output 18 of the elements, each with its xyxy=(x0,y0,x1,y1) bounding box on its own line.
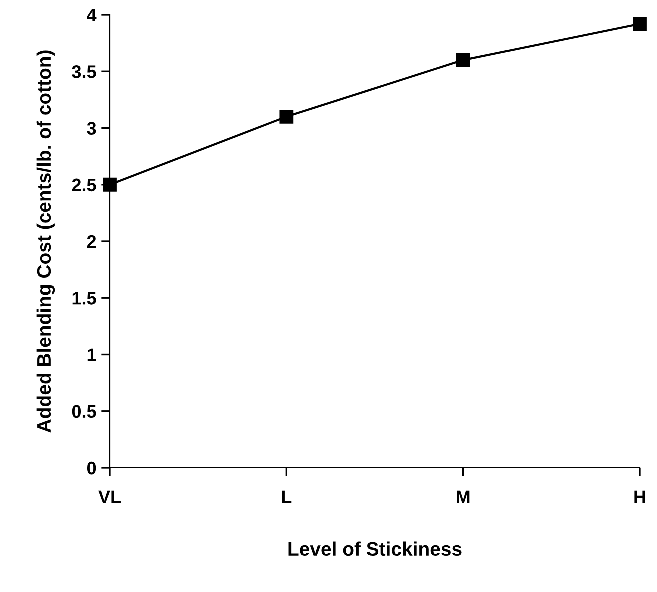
x-axis-title: Level of Stickiness xyxy=(288,542,462,556)
y-tick-label: 4 xyxy=(87,9,97,22)
point xyxy=(633,17,647,32)
x-tick-label: H xyxy=(634,490,646,504)
point xyxy=(456,53,470,68)
y-tick-label: 2 xyxy=(87,235,96,248)
y-tick-label: 0 xyxy=(87,462,96,475)
x-tick-label: L xyxy=(282,490,292,504)
y-tick-label: 0.5 xyxy=(72,405,96,418)
x-tick-label: M xyxy=(457,490,470,504)
y-tick-label: 2.5 xyxy=(72,178,96,192)
point xyxy=(280,110,294,124)
y-tick-label: 1 xyxy=(88,348,96,362)
y-tick-label: 3 xyxy=(87,122,96,135)
y-tick-label: 1.5 xyxy=(72,292,96,305)
y-tick-label: 3.5 xyxy=(72,66,96,78)
x-tick-label: VL xyxy=(98,490,121,504)
y-axis-title: Added Blending Cost (cents/lb. of cotton) xyxy=(36,50,56,433)
